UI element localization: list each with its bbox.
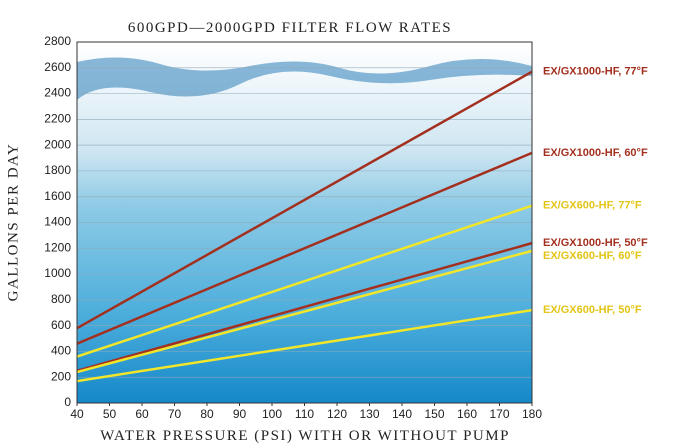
x-tick-label: 110 [295,407,314,421]
water-surface [77,57,532,100]
legend-label: EX/GX600-HF, 50°F [543,304,642,316]
y-tick-label: 1400 [44,215,71,229]
x-tick-label: 150 [424,407,444,421]
y-tick-label: 1200 [44,240,71,254]
legend-label: EX/GX600-HF, 60°F [543,250,642,262]
x-tick-label: 130 [359,407,379,421]
x-tick-label: 50 [103,407,117,421]
legend-label: EX/GX1000-HF, 60°F [543,147,648,159]
series-line [76,241,533,372]
x-tick-label: 170 [489,407,509,421]
y-tick-label: 800 [51,292,71,306]
y-tick-label: 1800 [44,163,71,177]
y-tick-label: 200 [51,369,71,383]
series-line [76,151,533,345]
legend-label: EX/GX600-HF, 77°F [543,200,642,212]
x-tick-label: 160 [457,407,477,421]
y-tick-label: 2400 [44,86,71,100]
x-tick-label: 140 [392,407,412,421]
x-tick-label: 70 [168,407,182,421]
x-tick-label: 80 [200,407,214,421]
y-tick-label: 2000 [44,137,71,151]
y-tick-label: 2800 [44,34,71,48]
y-tick-label: 0 [64,395,71,409]
x-tick-label: 100 [262,407,282,421]
y-tick-label: 600 [51,318,71,332]
x-tick-label: 60 [135,407,149,421]
x-tick-label: 40 [70,407,84,421]
y-tick-label: 2200 [44,112,71,126]
series-line [76,70,533,330]
y-tick-label: 1600 [44,189,71,203]
legend-label: EX/GX1000-HF, 77°F [543,66,648,78]
x-axis-label: WATER PRESSURE (PSI) WITH OR WITHOUT PUM… [100,428,510,444]
series-line [76,249,533,374]
x-tick-label: 180 [522,407,542,421]
x-tick-label: 120 [327,407,347,421]
legend-label: EX/GX1000-HF, 50°F [543,237,648,249]
y-tick-label: 2600 [44,60,71,74]
series-line [76,204,533,358]
series-line [76,308,533,383]
y-tick-label: 400 [51,344,71,358]
x-tick-label: 90 [233,407,247,421]
y-axis-label: GALLONS PER DAY [5,143,21,302]
y-tick-label: 1000 [44,266,71,280]
chart-title: 600GPD—2000GPD FILTER FLOW RATES [128,20,452,36]
